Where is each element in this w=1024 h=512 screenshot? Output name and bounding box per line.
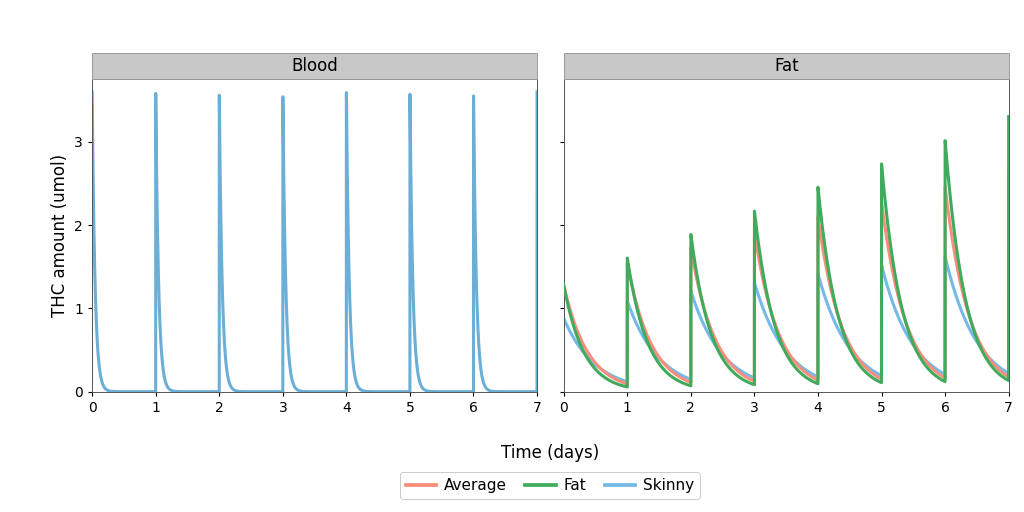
Legend: Average, Fat, Skinny: Average, Fat, Skinny [399,472,700,499]
Y-axis label: THC amount (umol): THC amount (umol) [51,154,69,317]
Text: Time (days): Time (days) [501,444,599,462]
Text: Fat: Fat [774,57,799,75]
Text: Blood: Blood [291,57,338,75]
